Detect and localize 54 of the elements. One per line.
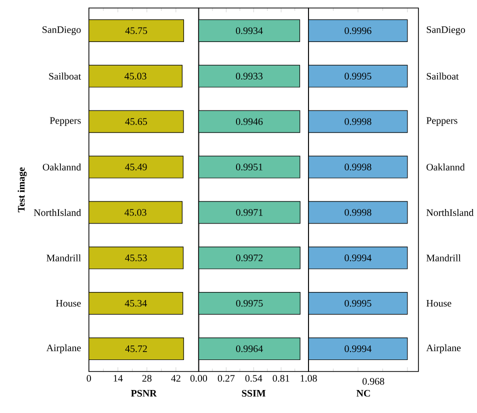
data-label: 0.9933 xyxy=(236,72,263,80)
data-label: 45.72 xyxy=(125,345,147,352)
y-tick-label: Oaklannd xyxy=(42,163,81,170)
data-label: 0.9934 xyxy=(236,27,263,34)
x-tick-label: 42 xyxy=(171,374,180,382)
y-tick-label: NorthIsland xyxy=(34,208,81,216)
data-label: 0.9994 xyxy=(344,345,372,352)
data-label: 0.9971 xyxy=(236,208,263,216)
data-label: 0.9951 xyxy=(236,163,262,170)
x-axis-title: SSIM xyxy=(242,390,266,396)
y-tick-label: House xyxy=(56,300,81,306)
y-tick-label: Oaklannd xyxy=(426,163,465,170)
x-tick-label: 0.81 xyxy=(272,374,290,382)
x-axis-title: NC xyxy=(356,390,370,396)
data-label: 0.9964 xyxy=(236,345,263,352)
data-label: 0.9975 xyxy=(236,300,263,306)
y-tick-label: Airplane xyxy=(426,344,461,354)
y-tick-label: Peppers xyxy=(50,117,81,126)
data-label: 45.34 xyxy=(124,300,147,306)
x-tick-label: 14 xyxy=(114,374,123,382)
data-label: 0.9972 xyxy=(236,254,263,262)
y-tick-label: Sailboat xyxy=(426,72,459,80)
y-tick-label: Mandrill xyxy=(46,254,81,262)
data-label: 0.9946 xyxy=(236,118,263,125)
data-label: 0.9998 xyxy=(344,208,372,216)
data-label: 0.9998 xyxy=(344,163,372,170)
data-label: 45.03 xyxy=(124,72,146,80)
y-tick-label: SanDiego xyxy=(426,26,466,35)
data-label: 45.49 xyxy=(125,163,147,170)
y-tick-label: NorthIsland xyxy=(426,208,474,216)
y-tick-label: House xyxy=(426,300,452,306)
y-tick-label: Mandrill xyxy=(426,254,461,262)
y-tick-label: Sailboat xyxy=(49,72,82,80)
data-label: 0.9995 xyxy=(344,72,372,80)
x-tick-label: 0.00 xyxy=(190,374,208,382)
data-label: 0.9998 xyxy=(344,118,372,125)
data-label: 0.9994 xyxy=(344,254,372,262)
x-axis-title: PSNR xyxy=(130,390,157,396)
x-tick-label: 0 xyxy=(86,374,91,382)
y-tick-label: Peppers xyxy=(426,117,458,126)
y-tick-label: Airplane xyxy=(46,344,81,354)
x-tick-label: 0.27 xyxy=(218,374,235,382)
data-label: 45.03 xyxy=(124,208,146,216)
x-tick-label: 1.08 xyxy=(300,374,317,382)
x-tick-label: 0.54 xyxy=(245,374,262,382)
data-label: 45.53 xyxy=(125,254,147,262)
data-label: 45.65 xyxy=(125,118,147,125)
text: 0.968 xyxy=(362,378,384,385)
data-label: 0.9996 xyxy=(344,27,372,34)
x-tick-label: 28 xyxy=(142,374,152,382)
data-label: 45.75 xyxy=(125,27,148,34)
y-tick-label: SanDiego xyxy=(42,26,81,35)
y-axis-title: Test image xyxy=(18,167,27,212)
data-label: 0.9995 xyxy=(344,300,372,306)
